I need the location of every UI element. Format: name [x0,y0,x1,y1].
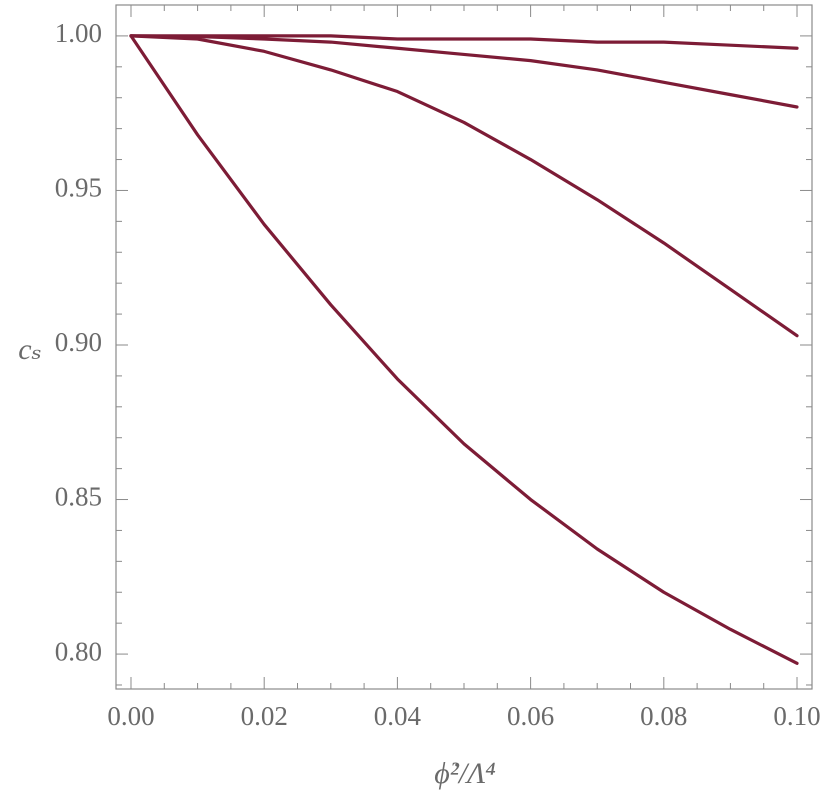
y-axis-label: cₛ [18,333,41,366]
x-tick-label: 0.00 [107,701,154,731]
line-series [129,34,799,665]
y-tick-label: 0.90 [55,327,102,357]
y-tick-label: 0.80 [55,636,102,666]
line-series [129,34,799,50]
y-tick-label: 1.00 [55,18,102,48]
x-tick-label: 0.02 [241,701,288,731]
line-series [129,34,799,109]
x-tick-label: 0.10 [773,701,820,731]
y-tick-label: 0.95 [55,173,102,203]
plot-frame [115,4,813,690]
x-axis-label: ϕ̇²/Λ⁴ [434,757,495,790]
y-tick-label: 0.85 [55,482,102,512]
x-tick-label: 0.06 [507,701,554,731]
line-series [129,34,799,338]
x-tick-label: 0.04 [374,701,422,731]
x-tick-label: 0.08 [640,701,687,731]
